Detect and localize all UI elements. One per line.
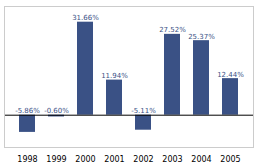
svg-text:31.66%: 31.66% — [72, 14, 99, 22]
svg-text:2000: 2000 — [75, 155, 95, 163]
svg-text:25.37%: 25.37% — [188, 33, 215, 41]
svg-text:27.52%: 27.52% — [159, 26, 186, 34]
svg-text:2002: 2002 — [133, 155, 153, 163]
svg-text:1998: 1998 — [17, 155, 37, 163]
svg-text:12.44%: 12.44% — [217, 71, 244, 79]
svg-text:-0.60%: -0.60% — [44, 107, 69, 115]
svg-text:1999: 1999 — [46, 155, 66, 163]
svg-text:2005: 2005 — [220, 155, 240, 163]
svg-text:2004: 2004 — [191, 155, 211, 163]
svg-text:-5.11%: -5.11% — [131, 107, 156, 115]
svg-text:-5.86%: -5.86% — [15, 107, 40, 115]
svg-text:2001: 2001 — [104, 155, 124, 163]
svg-text:2003: 2003 — [162, 155, 182, 163]
svg-text:11.94%: 11.94% — [101, 72, 128, 80]
